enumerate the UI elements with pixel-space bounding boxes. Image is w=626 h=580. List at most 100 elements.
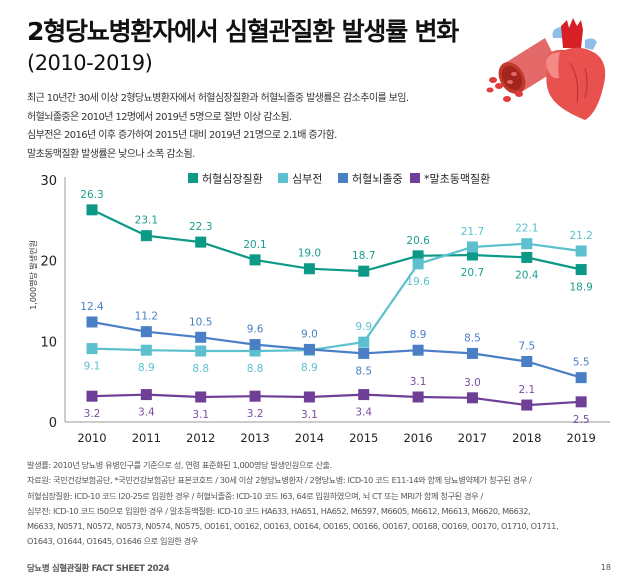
data-label: 3.1 bbox=[410, 376, 427, 388]
data-point bbox=[521, 251, 533, 263]
y-tick-label: 20 bbox=[40, 255, 57, 270]
data-label: 3.2 bbox=[84, 408, 101, 420]
data-label: 9.0 bbox=[301, 328, 318, 340]
footnote-line: 자료원: 국민건강보험공단, *국민건강보험공단 표본코호트 / 30세 이상 … bbox=[27, 475, 532, 486]
heart-icon bbox=[546, 18, 606, 120]
data-label: 2.1 bbox=[518, 384, 535, 396]
series-labels: 26.3 23.1 22.3 20.1 19.0 18.7 20.6 20.7 20.4 18.9… bbox=[80, 189, 593, 426]
x-tick-label: 2011 bbox=[132, 431, 161, 445]
legend-label: 허혈심장질환 bbox=[202, 172, 263, 186]
data-point bbox=[303, 263, 315, 275]
x-tick-label: 2013 bbox=[240, 431, 269, 445]
data-point bbox=[358, 265, 370, 277]
data-point bbox=[466, 347, 478, 359]
data-point bbox=[466, 392, 478, 404]
data-label: 7.5 bbox=[518, 341, 535, 353]
data-point bbox=[412, 250, 424, 262]
y-tick-label: 10 bbox=[40, 335, 57, 350]
data-label: 3.4 bbox=[138, 407, 155, 419]
data-label: 8.8 bbox=[192, 363, 209, 375]
footer-title: 당뇨병 심혈관질환 FACT SHEET 2024 bbox=[27, 564, 170, 574]
series-line bbox=[91, 320, 582, 379]
data-label: 8.9 bbox=[301, 362, 318, 374]
data-label: 18.7 bbox=[352, 250, 375, 262]
footnote-line: 발생률: 2010년 당뇨병 유병인구를 기준으로 성, 연령 표준화된 1,0… bbox=[27, 460, 332, 470]
footnote-line: 심부전: ICD-10 코드 I50으로 입원한 경우 / 말초동맥질환: IC… bbox=[27, 505, 531, 516]
page-subtitle: (2010-2019) bbox=[27, 51, 153, 75]
data-label: 3.2 bbox=[247, 408, 264, 420]
data-label: 23.1 bbox=[135, 215, 158, 227]
data-point bbox=[521, 399, 533, 411]
x-tick-label: 2015 bbox=[349, 431, 378, 445]
series-points bbox=[86, 204, 587, 411]
data-label: 9.1 bbox=[84, 361, 101, 373]
legend-swatch bbox=[188, 173, 198, 183]
x-tick-label: 2018 bbox=[512, 431, 541, 445]
data-point bbox=[358, 336, 370, 348]
data-point bbox=[249, 345, 261, 357]
data-point bbox=[575, 372, 587, 384]
data-point bbox=[195, 331, 207, 343]
series-line bbox=[91, 393, 582, 407]
legend-swatch bbox=[410, 173, 420, 183]
data-point bbox=[575, 245, 587, 257]
data-label: 26.3 bbox=[80, 189, 103, 201]
x-tick-label: 2019 bbox=[567, 431, 596, 445]
data-label: 8.5 bbox=[464, 332, 481, 344]
blood-cells-icon bbox=[486, 77, 523, 102]
description: 최근 10년간 30세 이상 2형당뇨병환자에서 허혈심장질환과 허혈뇌졸중 발… bbox=[27, 90, 409, 164]
data-label: 21.7 bbox=[461, 226, 484, 238]
data-point bbox=[249, 339, 261, 351]
data-label: 9.6 bbox=[247, 324, 264, 336]
data-label: 3.1 bbox=[192, 409, 209, 421]
data-label: 20.6 bbox=[406, 235, 430, 247]
data-point bbox=[303, 343, 315, 355]
footnote-line: 허혈심장질환: ICD-10 코드 I20-25로 입원한 경우 / 허혈뇌졸중… bbox=[27, 490, 483, 501]
data-point bbox=[575, 264, 587, 276]
data-label: 2.5 bbox=[573, 414, 590, 426]
description-line: 최근 10년간 30세 이상 2형당뇨병환자에서 허혈심장질환과 허혈뇌졸중 발… bbox=[27, 93, 409, 104]
data-label: 21.2 bbox=[569, 230, 592, 242]
data-label: 8.9 bbox=[138, 362, 155, 374]
chart-axes: 0 10 20 30 1,000명당 발생인원 2010 2011 2012 2013 2014 2… bbox=[28, 174, 610, 445]
footnotes: 발생률: 2010년 당뇨병 유병인구를 기준으로 성, 연령 표준화된 1,0… bbox=[27, 458, 559, 550]
data-label: 10.5 bbox=[189, 316, 212, 328]
data-label: 3.1 bbox=[301, 409, 318, 421]
data-point bbox=[86, 204, 98, 216]
y-axis-label: 1,000명당 발생인원 bbox=[28, 240, 38, 310]
data-label: 19.6 bbox=[406, 276, 430, 288]
description-line: 허혈뇌졸중은 2010년 12명에서 2019년 5명으로 절반 이상 감소됨. bbox=[27, 111, 292, 123]
description-line: 심부전은 2016년 이후 증가하여 2015년 대비 2019년 21명으로 … bbox=[27, 130, 337, 141]
footnote-line: O1643, O1644, O1645, O1646 으로 입원한 경우 bbox=[27, 536, 198, 547]
series-line bbox=[91, 208, 582, 273]
data-point bbox=[249, 254, 261, 266]
page-number: 18 bbox=[600, 563, 611, 572]
data-label: 20.4 bbox=[515, 269, 539, 281]
y-tick-label: 30 bbox=[40, 174, 57, 189]
data-label: 19.0 bbox=[298, 248, 321, 260]
data-point bbox=[521, 238, 533, 250]
x-tick-label: 2012 bbox=[186, 431, 215, 445]
legend-swatch bbox=[338, 173, 348, 183]
data-label: 22.3 bbox=[189, 221, 212, 233]
data-label: 9.9 bbox=[355, 321, 372, 333]
data-label: 5.5 bbox=[573, 357, 590, 369]
data-point bbox=[358, 389, 370, 401]
blood-vessel-icon bbox=[498, 38, 560, 94]
data-label: 8.8 bbox=[247, 363, 264, 375]
legend-label: 심부전 bbox=[292, 173, 322, 186]
data-label: 20.1 bbox=[243, 239, 266, 251]
x-tick-label: 2017 bbox=[458, 431, 487, 445]
data-point bbox=[86, 316, 98, 328]
data-point bbox=[195, 345, 207, 357]
heart-illustration-icon bbox=[486, 18, 606, 120]
data-point bbox=[140, 326, 152, 338]
data-point bbox=[358, 347, 370, 359]
data-label: 22.1 bbox=[515, 223, 538, 235]
legend-label: *말초동맥질환 bbox=[424, 173, 490, 186]
data-point bbox=[412, 391, 424, 403]
data-label: 8.5 bbox=[355, 365, 372, 377]
data-label: 3.4 bbox=[355, 407, 372, 419]
data-point bbox=[195, 236, 207, 248]
x-tick-label: 2010 bbox=[77, 431, 106, 445]
